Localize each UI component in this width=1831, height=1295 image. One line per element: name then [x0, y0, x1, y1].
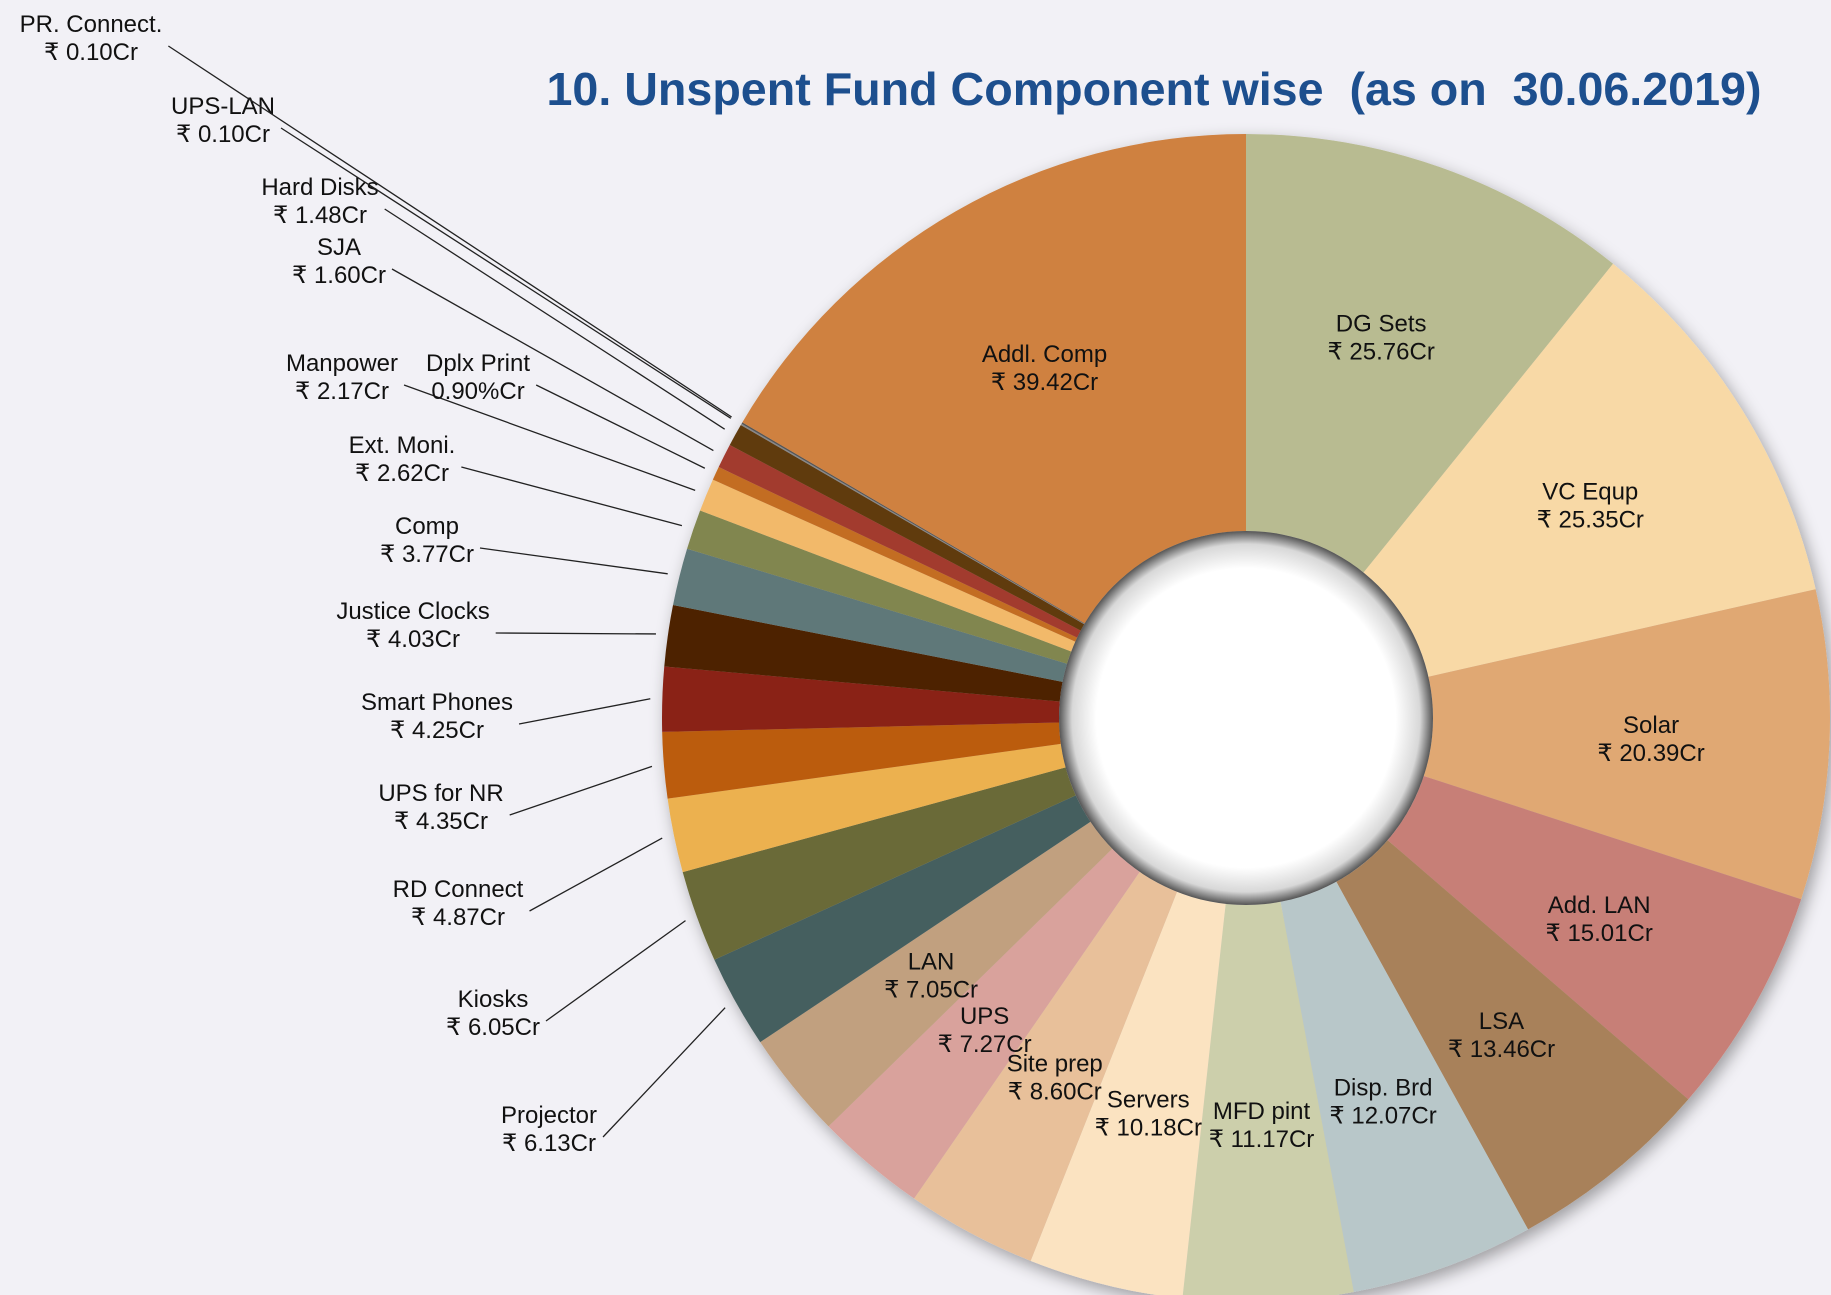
chart: 10. Unspent Fund Component wise (as on 3… [0, 0, 1831, 1295]
value-label: ₹ 7.27Cr [938, 1031, 1032, 1058]
leader-line [603, 1008, 725, 1137]
value-label: ₹ 6.13Cr [502, 1130, 596, 1157]
value-label: ₹ 4.35Cr [394, 808, 488, 835]
leader-line [530, 838, 663, 911]
value-label: ₹ 20.39Cr [1597, 740, 1704, 767]
value-label: ₹ 6.05Cr [446, 1014, 540, 1041]
slice-label: Solar [1623, 712, 1679, 739]
value-label: ₹ 0.10Cr [44, 39, 138, 66]
value-label: ₹ 25.76Cr [1327, 339, 1434, 366]
value-label: ₹ 2.17Cr [295, 378, 389, 405]
value-label: ₹ 4.87Cr [411, 904, 505, 931]
slice-label: Hard Disks [261, 174, 378, 201]
leader-line [546, 921, 686, 1021]
value-label: ₹ 15.01Cr [1546, 920, 1653, 947]
value-label: ₹ 39.42Cr [991, 369, 1098, 396]
slice-label: Kiosks [458, 986, 529, 1013]
slice-label: SJA [317, 234, 361, 261]
value-label: ₹ 1.48Cr [273, 202, 367, 229]
slice-label: Manpower [286, 350, 398, 377]
slice-label: Add. LAN [1548, 892, 1651, 919]
value-label: ₹ 0.10Cr [176, 121, 270, 148]
chart-title: 10. Unspent Fund Component wise (as on 3… [547, 63, 1762, 115]
value-label: ₹ 7.05Cr [884, 976, 978, 1003]
value-label: ₹ 13.46Cr [1448, 1036, 1555, 1063]
slice-label: Comp [395, 513, 459, 540]
slice-label: Projector [501, 1102, 597, 1129]
value-label: ₹ 10.18Cr [1095, 1115, 1202, 1142]
donut-hole [1059, 531, 1433, 905]
slice-label: Dplx Print [426, 350, 530, 377]
value-label: 0.90%Cr [431, 378, 524, 405]
leader-line [496, 633, 656, 634]
slice-label: Justice Clocks [336, 598, 489, 625]
slice-label: UPS for NR [378, 780, 503, 807]
value-label: ₹ 4.25Cr [390, 717, 484, 744]
leader-line [461, 467, 682, 526]
leader-line [510, 766, 652, 815]
slice-label: RD Connect [393, 876, 524, 903]
value-label: ₹ 2.62Cr [355, 460, 449, 487]
slice-label: DG Sets [1336, 311, 1427, 338]
slice-label: LAN [908, 948, 955, 975]
slice-label: Servers [1107, 1087, 1190, 1114]
leader-line [519, 699, 650, 724]
slice-label: UPS [960, 1003, 1009, 1030]
value-label: ₹ 8.60Cr [1008, 1079, 1102, 1106]
slice-label: Smart Phones [361, 689, 513, 716]
slice-label: VC Equp [1542, 479, 1638, 506]
value-label: ₹ 3.77Cr [380, 541, 474, 568]
slice-label: PR. Connect. [20, 11, 163, 38]
slice-label: LSA [1479, 1008, 1524, 1035]
slice-label: Ext. Moni. [349, 432, 456, 459]
value-label: ₹ 25.35Cr [1537, 507, 1644, 534]
value-label: ₹ 1.60Cr [292, 262, 386, 289]
slice-label: Disp. Brd [1334, 1075, 1433, 1102]
value-label: ₹ 4.03Cr [366, 626, 460, 653]
leader-line [480, 548, 668, 574]
slice-label: MFD pint [1213, 1098, 1311, 1125]
value-label: ₹ 12.07Cr [1329, 1103, 1436, 1130]
value-label: ₹ 11.17Cr [1209, 1126, 1315, 1153]
slice-label: Addl. Comp [982, 341, 1107, 368]
